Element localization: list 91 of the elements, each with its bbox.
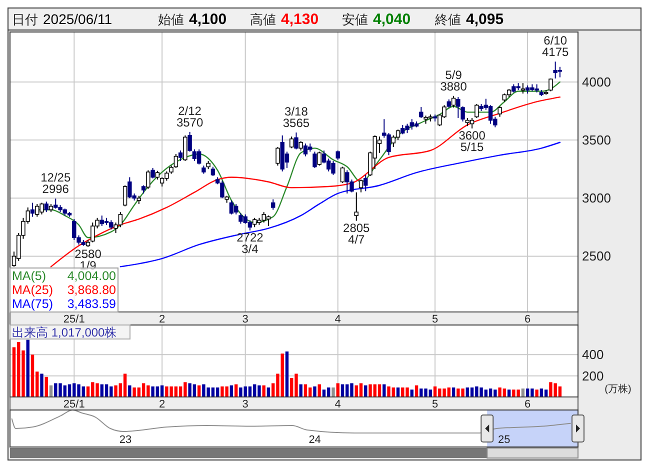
text: MA(5) 4,004.00 [12,269,116,283]
x-tick-label: 3 [242,314,248,326]
candlestick [419,106,424,118]
text: 日付 2025/06/11 [12,11,112,27]
y-tick-label: 400 [582,347,604,362]
candlestick [520,82,526,94]
y-tick-label: 4000 [582,74,611,90]
candlestick [290,136,294,149]
candlestick [234,203,238,215]
y-tick-label: 2500 [582,248,611,264]
annotation: 3600 5/15 [458,128,486,154]
candlestick [150,167,155,179]
x-tick-label: 23 [119,434,132,446]
text: 始値 4,100 [158,11,227,28]
candlestick [210,166,216,177]
candlestick [498,106,502,118]
text: 安値 4,040 [342,11,411,28]
candlestick [122,184,128,207]
candlestick [364,174,368,192]
annotation: 12/25 2996 [40,170,71,196]
y-tick-label: 3000 [582,190,611,206]
bar [262,385,266,397]
text: 終値 4,095 [434,11,504,28]
candlestick [178,150,183,162]
candlestick [183,134,188,162]
x-tick-label: 25/1 [63,398,85,410]
candlestick [474,104,479,118]
x-tick-label: 4 [334,314,341,326]
candlestick [30,202,35,218]
annotation: 3/18 3565 [282,104,310,130]
bar [40,374,44,397]
x-tick-label: 3 [242,398,248,410]
bar [535,390,538,397]
annotation: 2722 3/4 [236,230,264,256]
bar [313,386,316,397]
y-axis-title: (万株) [604,383,632,395]
y-tick-label: 3500 [582,132,611,148]
bar [285,351,289,397]
candlestick [192,148,197,162]
candlestick [303,143,308,157]
candlestick [470,117,474,129]
x-tick-label: 25/1 [63,314,85,326]
x-tick-label: 4 [334,398,341,410]
bar [128,385,132,397]
candlestick [456,96,460,118]
bar [44,376,48,397]
candlestick [174,153,178,168]
x-tick-label: 6 [524,398,531,410]
x-tick-label: 25 [498,434,510,446]
text: MA(75) 3,483.59 [12,297,116,311]
bar [26,340,30,397]
x-tick-label: 5 [432,314,438,326]
candlestick [396,129,400,141]
candlestick [312,151,317,168]
x-tick-label: 6 [524,314,531,326]
candlestick [44,201,48,213]
text: MA(25) 3,868.80 [12,283,116,297]
annotation: 2/12 3570 [176,104,204,130]
y-tick-label: 200 [582,368,604,384]
x-tick-label: 2 [158,314,166,326]
annotation: 2805 4/7 [343,220,370,246]
candlestick [294,132,298,150]
candlestick [548,78,553,92]
bar [336,383,340,397]
candlestick [340,166,345,184]
candlestick [358,179,364,193]
candlestick [298,140,303,152]
candlestick [460,106,465,122]
annotation: 6/10 4175 [542,34,569,60]
candlestick [317,151,322,166]
x-tick-label: 24 [308,434,321,446]
candlestick [451,95,456,108]
candlestick [354,192,358,222]
bar [30,354,34,397]
candlestick [336,150,340,160]
candlestick [270,198,276,210]
bar [123,374,127,397]
candlestick [146,170,150,190]
x-tick-label: 2 [158,398,166,410]
candlestick [100,215,104,227]
text: 高値 4,130 [250,11,319,28]
candlestick [196,148,202,165]
line-series [120,142,561,268]
candlestick [276,146,280,166]
x-tick-label: 5 [432,398,438,410]
candlestick [188,131,192,152]
candlestick [229,200,234,215]
bar [359,383,363,397]
chart-title: 出来高 1,017,000株 [12,326,117,340]
bar [332,387,335,397]
annotation: 5/9 3880 [440,68,468,94]
